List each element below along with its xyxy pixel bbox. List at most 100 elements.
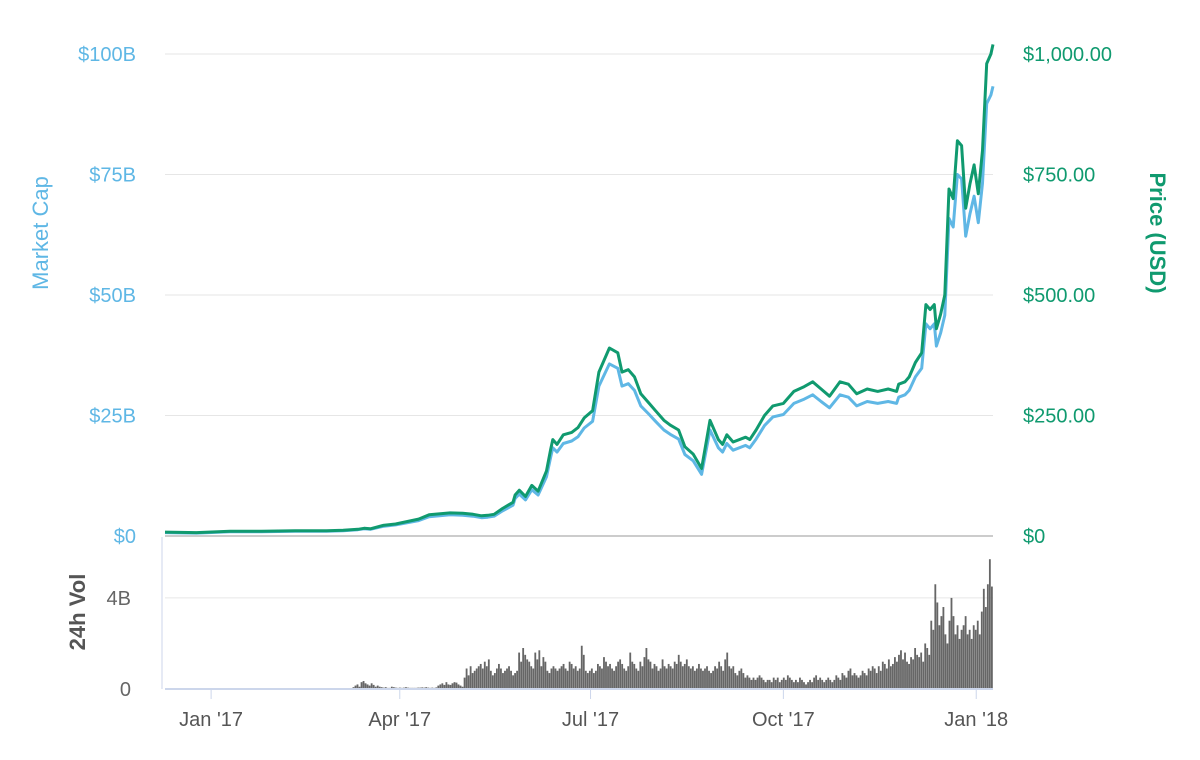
volume-tick-label: 4B xyxy=(107,588,131,610)
volume-bar xyxy=(461,686,464,689)
axes: $0 $0 $25B $250.00 $50B $500.00 $75B $750.00 $10… xyxy=(78,44,1112,731)
volume-bar xyxy=(819,677,822,689)
volume-bar xyxy=(637,670,640,689)
volume-bar xyxy=(813,677,816,689)
volume-bar xyxy=(615,666,618,689)
volume-bar xyxy=(570,663,573,689)
volume-bar xyxy=(653,663,656,689)
x-tick-label: Apr '17 xyxy=(368,709,431,731)
volume-bar xyxy=(564,668,567,689)
volume-bar xyxy=(374,686,377,689)
volume-bar xyxy=(776,677,779,689)
volume-bar xyxy=(441,683,444,689)
volume-bar xyxy=(455,682,458,689)
volume-bar xyxy=(948,620,951,689)
volume-bar xyxy=(762,679,765,689)
volume-bar xyxy=(538,650,541,689)
volume-bar xyxy=(451,683,454,689)
volume-bar xyxy=(651,668,654,689)
volume-bar xyxy=(861,670,864,689)
volume-bar xyxy=(859,675,862,689)
volume-bar xyxy=(594,670,597,689)
volume-bar xyxy=(663,666,666,689)
volume-bar xyxy=(447,684,450,689)
volume-bar xyxy=(681,666,684,689)
x-tick-label: Oct '17 xyxy=(752,709,815,731)
volume-bar xyxy=(825,679,828,689)
volume-bar xyxy=(916,654,919,689)
volume-bar xyxy=(986,584,989,689)
volume-bar xyxy=(708,670,710,689)
volume-bar xyxy=(520,661,523,689)
volume-bar xyxy=(562,663,565,689)
volume-bar xyxy=(691,666,694,689)
volume-bar xyxy=(613,670,615,689)
volume-bar xyxy=(679,661,682,689)
volume-bar xyxy=(799,677,801,689)
volume-bar xyxy=(661,659,664,689)
volume-bar xyxy=(815,675,818,689)
volume-bar xyxy=(601,668,603,689)
volume-bar xyxy=(902,659,904,689)
x-tick-label: Jan '17 xyxy=(179,709,243,731)
volume-bar xyxy=(976,620,979,689)
volume-bar xyxy=(918,657,921,689)
volume-bar xyxy=(552,666,555,689)
volume-bar xyxy=(609,663,611,689)
volume-bar xyxy=(952,616,955,689)
volume-bar xyxy=(904,652,906,689)
volume-bar xyxy=(556,670,559,689)
volume-bar xyxy=(887,659,890,689)
volume-bar xyxy=(574,666,577,689)
volume-bar xyxy=(364,683,367,689)
volume-bar xyxy=(978,634,981,689)
volume-bar xyxy=(700,668,702,689)
volume-bar xyxy=(760,677,763,689)
volume-bar xyxy=(930,620,933,689)
volume-bar xyxy=(894,657,896,689)
volume-bar xyxy=(877,666,880,689)
volume-bar xyxy=(740,668,743,689)
volume-bar xyxy=(974,629,977,689)
volume-bar xyxy=(592,673,595,689)
volume-bar xyxy=(867,668,870,689)
grid-lines xyxy=(161,53,993,689)
volume-bar xyxy=(633,663,636,689)
volume-bar xyxy=(439,684,442,689)
volume-bar xyxy=(829,679,832,689)
volume-bar xyxy=(566,670,569,689)
volume-bar xyxy=(774,679,777,689)
price-tick-label: $0 xyxy=(1023,526,1045,548)
volume-bar xyxy=(572,668,575,689)
volume-bar xyxy=(445,682,448,689)
volume-bar xyxy=(805,684,807,689)
volume-bar xyxy=(704,668,706,689)
volume-bar xyxy=(635,668,638,689)
volume-bar xyxy=(720,666,723,689)
volume-bar xyxy=(702,670,704,689)
volume-bar xyxy=(718,661,721,689)
volume-bar xyxy=(946,643,949,689)
volume-bar xyxy=(370,683,373,689)
volume-bar xyxy=(657,670,660,689)
volume-bar xyxy=(964,616,967,689)
x-tick-label: Jul '17 xyxy=(562,709,619,731)
volume-bar xyxy=(546,670,549,689)
volume-bar xyxy=(944,634,947,689)
volume-bar xyxy=(508,666,510,689)
volume-bar xyxy=(607,666,609,689)
volume-bar xyxy=(487,659,490,689)
volume-bar xyxy=(817,679,820,689)
volume-bar xyxy=(724,659,727,689)
volume-bar xyxy=(879,670,882,689)
volume-bar xyxy=(500,668,502,689)
volume-bar xyxy=(966,634,969,689)
volume-bar xyxy=(857,677,860,689)
volume-bar xyxy=(485,666,488,689)
volume-bars xyxy=(211,559,993,689)
volume-bar xyxy=(617,661,620,689)
volume-bar xyxy=(544,661,547,689)
volume-bar xyxy=(871,666,874,689)
volume-bar xyxy=(495,668,498,689)
volume-bar xyxy=(588,670,591,689)
